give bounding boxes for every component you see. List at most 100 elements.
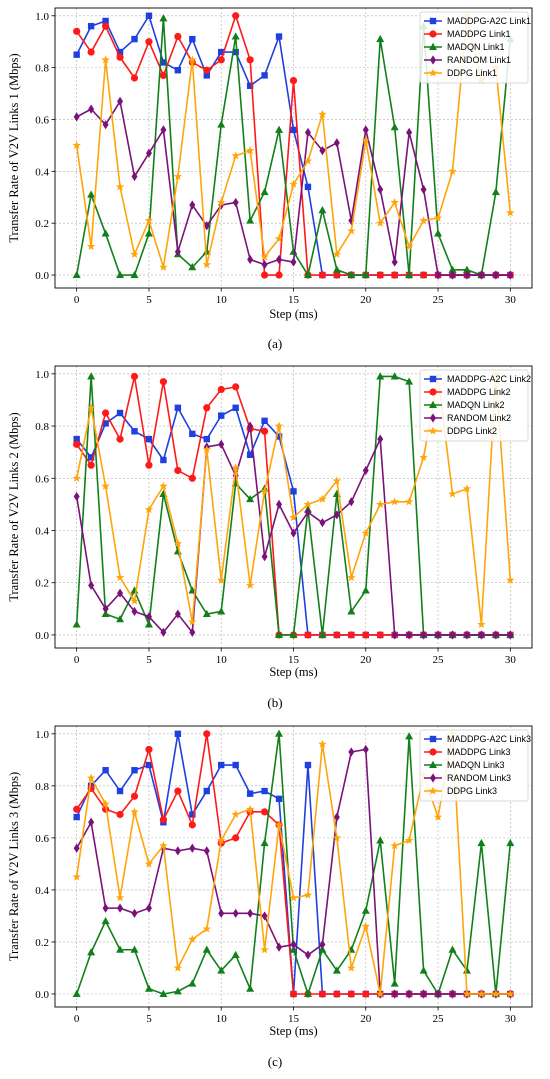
- legend-marker: [430, 55, 436, 65]
- data-point: [72, 270, 81, 279]
- legend-box: [419, 729, 529, 802]
- data-point: [232, 197, 239, 208]
- x-axis-label: Step (ms): [269, 665, 317, 679]
- series-madqn: [72, 14, 515, 279]
- y-tick-label: 0.6: [35, 473, 49, 485]
- data-point: [404, 497, 414, 506]
- y-axis-label: Transfer Rate of V2V Links 2 (Mbps): [7, 412, 21, 601]
- data-point: [347, 573, 356, 582]
- data-point: [347, 270, 356, 279]
- data-point: [261, 552, 268, 562]
- data-point: [246, 451, 254, 458]
- data-point: [332, 833, 342, 842]
- data-point: [188, 821, 196, 829]
- data-point: [231, 810, 240, 819]
- data-point: [303, 890, 313, 899]
- data-point: [390, 198, 399, 206]
- data-point: [72, 989, 81, 997]
- data-point: [101, 916, 110, 925]
- data-point: [376, 631, 384, 639]
- data-point: [275, 729, 284, 737]
- legend-entry: RANDOM Link1: [447, 55, 511, 65]
- data-point: [73, 491, 80, 502]
- data-point: [260, 808, 269, 816]
- legend-entry: MADQN Link2: [447, 400, 505, 410]
- data-point: [87, 372, 96, 380]
- data-point: [275, 795, 283, 803]
- data-point: [202, 260, 211, 269]
- data-point: [116, 810, 124, 819]
- data-point: [390, 841, 399, 850]
- data-point: [131, 606, 138, 617]
- y-tick-label: 0.2: [35, 937, 49, 949]
- data-point: [188, 55, 197, 64]
- legend-marker: [429, 30, 437, 38]
- data-point: [506, 575, 515, 584]
- data-point: [160, 125, 167, 135]
- data-point: [131, 767, 138, 774]
- data-point: [115, 573, 125, 582]
- data-point: [361, 528, 370, 537]
- legend-marker: [429, 760, 437, 768]
- data-point: [188, 263, 197, 271]
- data-point: [116, 615, 125, 623]
- data-point: [131, 908, 138, 918]
- data-point: [247, 908, 254, 918]
- data-point: [173, 963, 183, 972]
- data-point: [131, 35, 138, 43]
- x-axis-label: Step (ms): [269, 1024, 317, 1038]
- data-point: [145, 612, 152, 622]
- data-point: [188, 979, 197, 987]
- data-point: [246, 984, 255, 992]
- data-point: [203, 730, 211, 738]
- y-tick-label: 1.0: [35, 11, 49, 23]
- data-point: [101, 409, 110, 417]
- legend-marker: [429, 400, 437, 408]
- data-point: [144, 229, 153, 237]
- data-point: [130, 249, 139, 258]
- data-point: [290, 939, 297, 950]
- data-point: [130, 792, 139, 800]
- data-point: [333, 990, 341, 998]
- data-point: [376, 836, 385, 844]
- data-point: [406, 630, 413, 640]
- x-tick-label: 0: [74, 1013, 80, 1025]
- data-point: [333, 138, 340, 148]
- data-point: [159, 816, 168, 824]
- data-point: [173, 539, 183, 548]
- data-point: [448, 166, 457, 175]
- data-point: [462, 989, 472, 998]
- data-point: [245, 804, 255, 813]
- legend-entry: MADDPG-A2C Link2: [447, 374, 531, 384]
- data-point: [144, 505, 154, 514]
- data-point: [406, 127, 413, 138]
- data-point: [507, 270, 514, 280]
- data-point: [405, 732, 414, 740]
- data-point: [376, 218, 385, 227]
- data-point: [88, 580, 95, 590]
- data-point: [289, 179, 298, 188]
- data-point: [276, 254, 283, 265]
- data-point: [203, 787, 210, 795]
- data-point: [361, 135, 370, 144]
- legend-entry: MADDPG Link2: [447, 387, 511, 397]
- data-point: [507, 630, 514, 640]
- y-tick-label: 0.8: [35, 421, 49, 433]
- data-point: [435, 630, 442, 640]
- data-point: [160, 456, 167, 464]
- data-point: [506, 838, 515, 847]
- data-point: [391, 257, 398, 267]
- data-point: [174, 787, 182, 795]
- data-point: [506, 208, 515, 217]
- data-point: [160, 59, 167, 66]
- data-point: [202, 445, 211, 454]
- data-point: [217, 198, 226, 206]
- data-point: [462, 484, 472, 493]
- x-tick-label: 0: [74, 294, 80, 306]
- data-point: [145, 38, 153, 46]
- legend-entry: RANDOM Link3: [447, 773, 511, 783]
- data-point: [332, 249, 342, 258]
- data-point: [435, 270, 442, 280]
- data-point: [217, 385, 225, 394]
- data-point: [86, 773, 96, 782]
